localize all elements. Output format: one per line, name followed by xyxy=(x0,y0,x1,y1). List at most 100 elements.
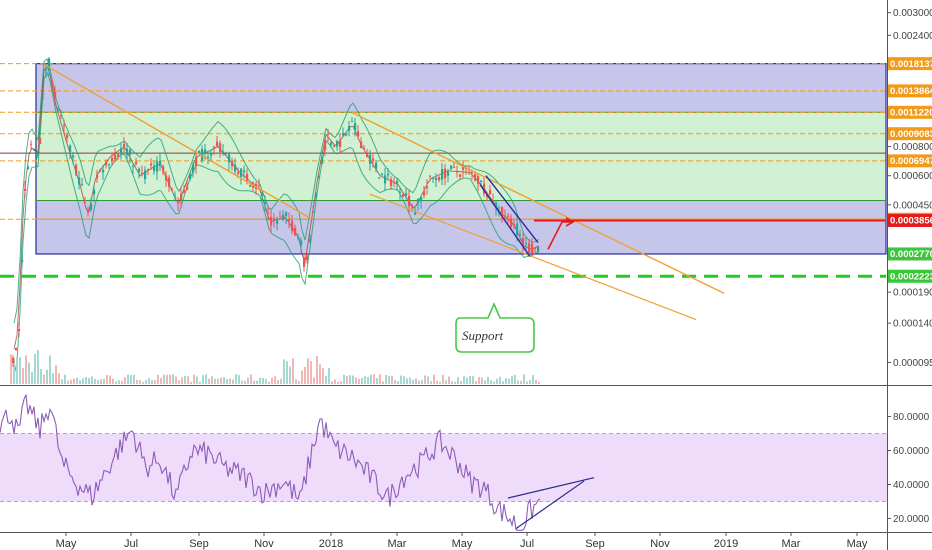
candle-body xyxy=(12,357,15,364)
candle-body xyxy=(525,243,528,245)
volume-bar xyxy=(355,377,357,384)
volume-bar xyxy=(82,378,84,384)
candle-body xyxy=(396,180,399,184)
candle-body xyxy=(51,80,54,86)
candle-body xyxy=(21,259,24,263)
projection-arrow xyxy=(547,221,572,250)
volume-bar xyxy=(451,381,453,384)
volume-bar xyxy=(178,380,180,384)
rsi-tick-label: 60.0000 xyxy=(893,446,930,457)
volume-bar xyxy=(244,380,246,384)
price-label-text: 0.00181375 xyxy=(890,59,932,70)
volume-bar xyxy=(145,380,147,384)
candle-body xyxy=(36,153,39,157)
candle-body xyxy=(483,183,486,194)
volume-bar xyxy=(448,376,450,384)
volume-bar xyxy=(124,377,126,384)
rsi-pane xyxy=(0,394,887,531)
volume-bar xyxy=(430,381,432,384)
candle-body xyxy=(405,193,408,197)
candle-body xyxy=(117,154,120,157)
volume-bar xyxy=(235,374,237,384)
candle-body xyxy=(453,166,456,168)
candle-body xyxy=(366,153,369,157)
candle-body xyxy=(249,185,252,187)
candle-body xyxy=(387,173,390,176)
volume-bar xyxy=(220,377,222,384)
volume-bar xyxy=(286,361,288,384)
volume-bar xyxy=(271,377,273,384)
volume-bar xyxy=(460,380,462,384)
volume-bar xyxy=(151,380,153,384)
candle-body xyxy=(123,143,126,148)
volume-bar xyxy=(400,375,402,384)
volume-bar xyxy=(280,378,282,384)
volume-bar xyxy=(298,381,300,384)
volume-bar xyxy=(334,379,336,384)
volume-bar xyxy=(343,374,345,384)
trendline-resistance xyxy=(351,111,725,294)
candle-body xyxy=(138,168,141,172)
volume-bar xyxy=(157,374,159,384)
volume-bar xyxy=(100,379,102,384)
candle-body xyxy=(96,174,99,178)
volume-bar xyxy=(289,366,291,384)
time-tick-label: Sep xyxy=(585,538,605,550)
candle-body xyxy=(114,154,117,160)
candle-body xyxy=(102,169,105,173)
price-label-text: 0.00038564 xyxy=(890,216,932,227)
volume-bar xyxy=(190,381,192,384)
candle-body xyxy=(369,154,372,164)
volume-bar xyxy=(133,374,135,384)
candle-body xyxy=(105,162,108,166)
price-tick-label: 0.00240000 xyxy=(893,31,932,42)
volume-bar xyxy=(22,368,24,384)
candle-body xyxy=(315,193,318,198)
volume-bar xyxy=(208,378,210,384)
volume-bar xyxy=(97,379,99,384)
candle-body xyxy=(186,186,189,190)
volume-bar xyxy=(25,355,27,384)
volume-bar xyxy=(121,380,123,384)
volume-bar xyxy=(331,381,333,384)
volume-bar xyxy=(454,381,456,384)
time-tick-label: May xyxy=(56,538,77,550)
volume-bar xyxy=(250,374,252,384)
candle-body xyxy=(69,145,72,153)
volume-bar xyxy=(40,368,42,384)
candle-body xyxy=(108,164,111,166)
volume-bar xyxy=(253,380,255,384)
candle-body xyxy=(444,168,447,179)
volume-bar xyxy=(73,378,75,384)
candle-body xyxy=(171,189,174,191)
volume-bar xyxy=(193,374,195,384)
candle-body xyxy=(24,188,27,191)
candle-body xyxy=(72,155,75,158)
candle-body xyxy=(93,189,96,195)
candle-body xyxy=(393,181,396,183)
candle-body xyxy=(360,141,363,149)
candle-body xyxy=(180,194,183,201)
volume-bar xyxy=(91,376,93,384)
candle-body xyxy=(279,215,282,217)
price-label-box xyxy=(888,84,932,98)
volume-bar xyxy=(154,380,156,384)
candle-body xyxy=(63,125,66,127)
volume-bar xyxy=(37,350,39,384)
volume-bar xyxy=(262,377,264,384)
price-label-text: 0.00138641 xyxy=(890,86,932,97)
candle-body xyxy=(231,161,234,167)
candle-body xyxy=(84,199,87,202)
time-tick-label: 2018 xyxy=(319,538,343,550)
candle-body xyxy=(459,174,462,177)
candle-body xyxy=(474,174,477,181)
candle-body xyxy=(519,234,522,236)
volume-bar xyxy=(361,378,363,384)
support-label: Support xyxy=(462,328,504,343)
volume-bar xyxy=(421,380,423,384)
volume-bar xyxy=(427,376,429,384)
candle-body xyxy=(147,168,150,170)
volume-bar xyxy=(127,374,129,384)
volume-bar xyxy=(511,375,513,384)
